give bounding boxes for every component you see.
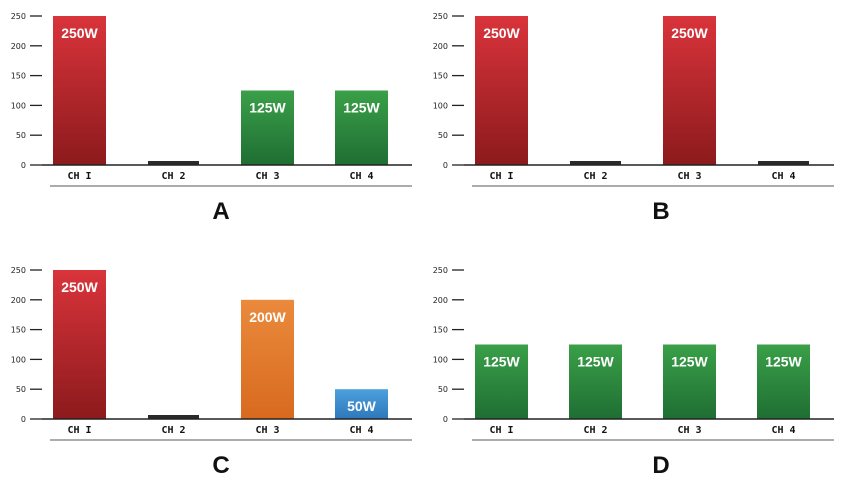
bar-chart-c: 0 50 100 150 200 250 250W 200W 50W CH I CH 2 CH 3 CH…	[11, 266, 412, 441]
y-tick-label: 50	[438, 131, 448, 140]
y-tick-label: 150	[433, 72, 448, 81]
y-tick-label: 50	[16, 385, 26, 394]
bar-data-label: 250W	[61, 279, 98, 295]
chart-panel-a: 0 50 100 150 200 250 250W 125W 125W CH I CH 2 CH 3 C…	[0, 0, 422, 239]
y-tick-label: 150	[433, 326, 448, 335]
bar-2	[570, 161, 621, 165]
x-tick-label: CH I	[67, 425, 91, 436]
bar-4	[335, 389, 388, 419]
bar-3	[241, 299, 294, 419]
bar-3	[663, 344, 716, 419]
chart-panel-b: 0 50 100 150 200 250 250W 250W CH I CH 2 CH 3 CH 4 …	[422, 0, 844, 239]
panel-letter-c: C	[212, 452, 230, 479]
y-tick-label: 250	[433, 266, 448, 275]
bar-2	[148, 161, 199, 165]
y-tick-label: 100	[11, 355, 26, 364]
chart-panel-d: 0 50 100 150 200 250 125W 125W 125W 125W CH I CH 2 C…	[422, 239, 844, 479]
bar-data-label: 50W	[347, 398, 377, 414]
y-tick-label: 100	[433, 355, 448, 364]
bar-1	[475, 16, 528, 165]
bar-chart-a: 0 50 100 150 200 250 250W 125W 125W CH I CH 2 CH 3 C…	[11, 12, 412, 187]
x-tick-label: CH 4	[771, 425, 795, 436]
bar-1	[53, 16, 106, 165]
bar-chart-d: 0 50 100 150 200 250 125W 125W 125W 125W CH I CH 2 C…	[433, 266, 834, 441]
y-tick-label: 100	[11, 101, 26, 110]
bar-data-label: 250W	[61, 25, 98, 41]
y-tick-label: 100	[433, 101, 448, 110]
x-tick-label: CH 2	[161, 425, 185, 436]
y-tick-label: 50	[16, 131, 26, 140]
x-tick-label: CH 3	[677, 171, 701, 182]
panel-letter-b: B	[652, 198, 670, 225]
y-tick-label: 250	[433, 12, 448, 21]
x-tick-label: CH 4	[771, 171, 795, 182]
x-tick-label: CH 2	[583, 425, 607, 436]
bar-2	[148, 415, 199, 419]
bar-data-label: 125W	[343, 100, 380, 116]
bar-chart-b: 0 50 100 150 200 250 250W 250W CH I CH 2 CH 3 CH 4	[433, 12, 834, 187]
x-tick-label: CH 3	[255, 171, 279, 182]
panel-letter-a: A	[212, 198, 230, 225]
x-tick-label: CH 2	[583, 171, 607, 182]
y-tick-label: 200	[433, 296, 448, 305]
bar-4	[758, 161, 809, 165]
y-tick-label: 200	[11, 42, 26, 51]
y-tick-label: 200	[433, 42, 448, 51]
bar-data-label: 250W	[671, 25, 708, 41]
bar-data-label: 200W	[249, 309, 286, 325]
x-tick-label: CH 4	[349, 171, 373, 182]
bar-data-label: 125W	[577, 354, 614, 370]
panel-letter-d: D	[652, 452, 670, 479]
y-tick-label: 150	[11, 326, 26, 335]
x-tick-label: CH 3	[677, 425, 701, 436]
bar-3	[241, 90, 294, 165]
bar-3	[663, 16, 716, 165]
bar-2	[569, 344, 622, 419]
bar-4	[757, 344, 810, 419]
y-tick-label: 150	[11, 72, 26, 81]
bar-data-label: 250W	[483, 25, 520, 41]
y-tick-label: 0	[443, 161, 448, 170]
bar-data-label: 125W	[671, 354, 708, 370]
bar-1	[475, 344, 528, 419]
bar-4	[335, 90, 388, 165]
x-tick-label: CH I	[489, 425, 513, 436]
x-tick-label: CH 2	[161, 171, 185, 182]
bar-data-label: 125W	[483, 354, 520, 370]
y-tick-label: 250	[11, 266, 26, 275]
x-tick-label: CH I	[489, 171, 513, 182]
y-tick-label: 0	[21, 161, 26, 170]
y-tick-label: 50	[438, 385, 448, 394]
y-tick-label: 200	[11, 296, 26, 305]
bar-data-label: 125W	[765, 354, 802, 370]
x-tick-label: CH 4	[349, 425, 373, 436]
chart-panel-c: 0 50 100 150 200 250 250W 200W 50W CH I CH 2 CH 3 CH…	[0, 239, 422, 479]
bar-data-label: 125W	[249, 100, 286, 116]
y-tick-label: 0	[21, 415, 26, 424]
bar-1	[53, 270, 106, 419]
y-tick-label: 250	[11, 12, 26, 21]
x-tick-label: CH I	[67, 171, 91, 182]
x-tick-label: CH 3	[255, 425, 279, 436]
y-tick-label: 0	[443, 415, 448, 424]
